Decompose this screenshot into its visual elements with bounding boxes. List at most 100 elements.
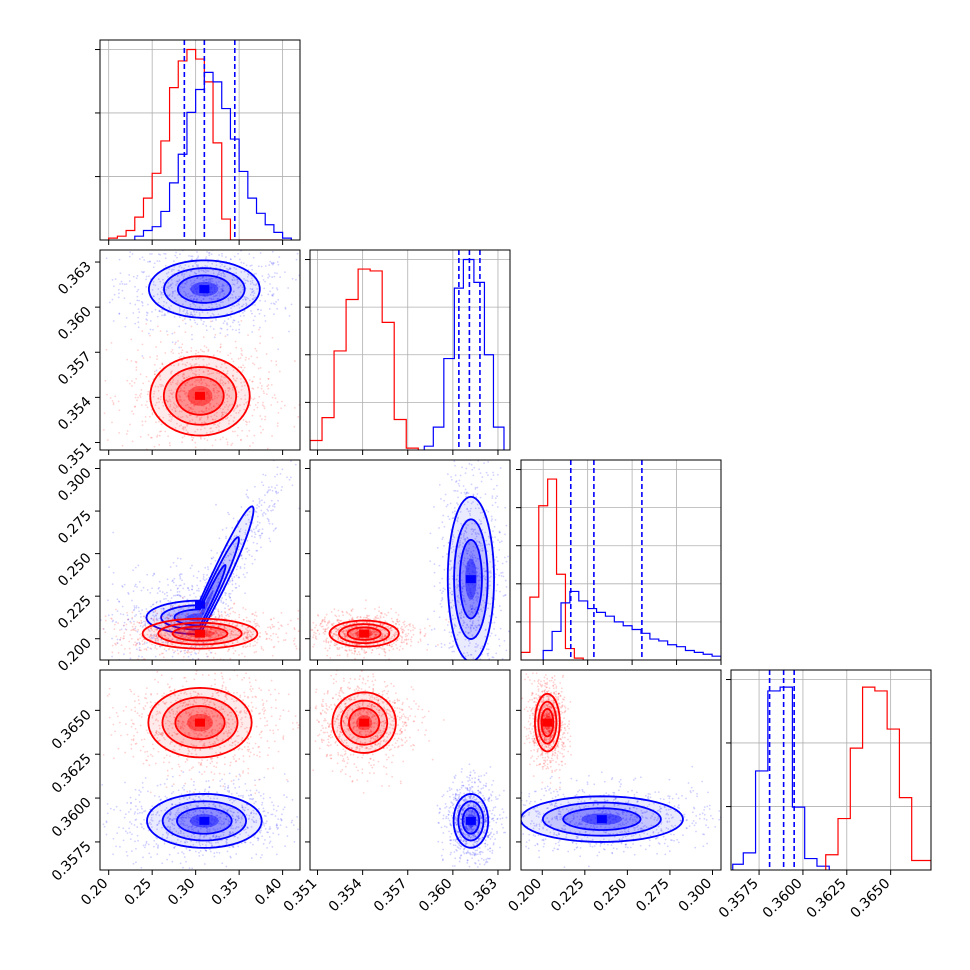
sample-point	[461, 591, 463, 593]
sample-point	[200, 612, 203, 615]
sample-point	[253, 273, 256, 275]
sample-point	[114, 395, 117, 398]
sample-point	[183, 308, 186, 311]
sample-point	[492, 474, 495, 477]
sample-point	[483, 574, 485, 577]
sample-point	[136, 399, 138, 402]
sample-point	[234, 611, 237, 614]
sample-point	[451, 540, 454, 543]
sample-point	[272, 617, 275, 620]
sample-point	[358, 643, 361, 646]
sample-point	[405, 639, 408, 641]
sample-point	[160, 638, 163, 641]
sample-point	[189, 279, 192, 282]
sample-point	[179, 573, 182, 576]
sample-point	[134, 644, 137, 647]
sample-point	[214, 395, 216, 398]
sample-point	[131, 410, 133, 413]
sample-point	[485, 509, 488, 512]
sample-point	[205, 325, 208, 327]
sample-point	[196, 283, 199, 286]
sample-point	[183, 628, 186, 631]
sample-point	[390, 617, 393, 620]
sample-point	[188, 406, 190, 409]
sample-point	[186, 296, 189, 298]
sample-point	[112, 320, 115, 322]
sample-point	[460, 611, 463, 614]
sample-point	[161, 291, 163, 294]
sample-point	[373, 625, 376, 628]
sample-point	[226, 441, 229, 444]
sample-point	[451, 614, 454, 617]
sample-point	[485, 648, 488, 651]
sample-point	[195, 258, 198, 260]
sample-point	[157, 587, 160, 590]
sample-point	[155, 600, 158, 603]
sample-point	[391, 635, 394, 638]
sample-point	[461, 587, 464, 590]
sample-point	[467, 583, 470, 586]
sample-point	[187, 292, 190, 295]
sample-point	[179, 635, 182, 638]
sample-point	[205, 400, 208, 402]
sample-point	[376, 617, 379, 620]
sample-point	[203, 421, 206, 424]
sample-point	[296, 445, 298, 447]
sample-point	[92, 298, 94, 300]
sample-point	[464, 565, 467, 568]
sample-point	[202, 608, 204, 611]
sample-point	[386, 644, 389, 646]
sample-point	[180, 630, 183, 633]
sample-point	[460, 411, 462, 413]
sample-point	[198, 369, 201, 371]
sample-point	[462, 485, 465, 487]
sample-point	[500, 676, 502, 678]
sample-point	[278, 256, 281, 258]
sample-point	[466, 623, 468, 626]
sample-point	[226, 400, 229, 403]
sample-point	[487, 607, 490, 610]
sample-point	[227, 554, 230, 557]
sample-point	[220, 414, 223, 417]
sample-point	[167, 617, 170, 620]
sample-point	[185, 391, 187, 394]
sample-point	[256, 524, 259, 526]
sample-point	[270, 618, 272, 621]
sample-point	[472, 529, 475, 531]
sample-point	[214, 631, 217, 633]
sample-point	[246, 636, 249, 639]
sample-point	[242, 311, 244, 314]
sample-point	[217, 634, 220, 636]
sample-point	[236, 395, 239, 398]
sample-point	[247, 280, 250, 283]
sample-point	[480, 520, 482, 523]
sample-point	[449, 587, 452, 590]
sample-point	[232, 375, 234, 378]
sample-point	[280, 611, 283, 614]
sample-point	[97, 334, 99, 336]
sample-point	[297, 415, 300, 418]
sample-point	[169, 604, 172, 607]
sample-point	[136, 290, 139, 293]
sample-point	[244, 636, 247, 638]
sample-point	[264, 300, 267, 303]
sample-point	[225, 412, 227, 414]
sample-point	[174, 297, 176, 299]
sample-point	[271, 623, 274, 626]
sample-point	[147, 433, 150, 436]
sample-point	[182, 640, 185, 642]
sample-point	[354, 633, 357, 635]
sample-point	[334, 642, 336, 644]
sample-point	[463, 491, 466, 494]
sample-point	[218, 625, 220, 628]
sample-point	[451, 599, 454, 602]
sample-point	[471, 622, 474, 625]
sample-point	[243, 270, 246, 273]
sample-point	[503, 639, 506, 642]
sample-point	[465, 492, 468, 495]
sample-point	[256, 515, 259, 518]
sample-point	[156, 293, 159, 296]
sample-point	[495, 616, 497, 619]
sample-point	[205, 652, 208, 655]
sample-point	[228, 623, 231, 625]
